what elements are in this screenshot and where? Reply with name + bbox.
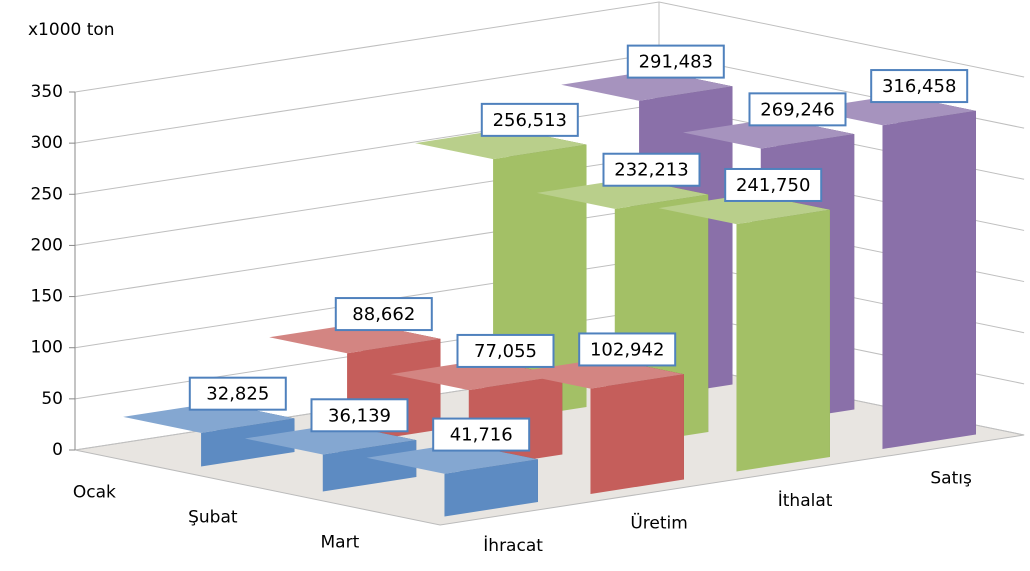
data-label-box <box>456 333 555 368</box>
data-label: 41,716 <box>450 425 513 446</box>
bar-front <box>590 374 684 494</box>
data-label-box <box>602 152 701 187</box>
bar <box>658 193 830 472</box>
data-label: 269,246 <box>760 99 834 120</box>
y-tick-label: 250 <box>31 184 63 204</box>
data-label-box <box>334 297 433 332</box>
data-label: 232,213 <box>614 160 688 181</box>
data-label-box <box>188 376 287 411</box>
bar-front <box>736 209 830 472</box>
bar-front <box>201 418 295 467</box>
x-tick-label: Satış <box>930 468 972 488</box>
x-tick-label: İhracat <box>483 535 543 556</box>
data-label-box <box>748 92 847 127</box>
y-tick-label: 200 <box>31 235 63 255</box>
y-tick-label: 100 <box>31 338 63 358</box>
y-tick-label: 300 <box>31 133 63 153</box>
data-label-box <box>310 398 409 433</box>
x-tick-label: İthalat <box>778 490 833 511</box>
bar-front <box>322 440 417 492</box>
data-label: 88,662 <box>352 304 415 325</box>
y-tick-label: 50 <box>41 389 63 409</box>
x-tick-label: Üretim <box>630 511 687 533</box>
y-tick-label: 0 <box>52 440 63 460</box>
data-label-box <box>626 44 725 79</box>
data-label-box <box>870 69 969 104</box>
depth-label: Şubat <box>188 508 238 528</box>
bar <box>512 358 684 494</box>
depth-label: Mart <box>321 533 360 553</box>
y-tick-label: 150 <box>31 287 63 307</box>
data-label: 241,750 <box>736 175 810 196</box>
data-label-box <box>480 102 579 137</box>
data-label-box <box>432 417 531 452</box>
data-label: 291,483 <box>639 52 713 73</box>
data-label: 256,513 <box>493 110 567 131</box>
data-label: 77,055 <box>474 341 537 362</box>
data-label: 102,942 <box>590 339 664 360</box>
y-tick-label: 350 <box>31 82 63 102</box>
data-label-box <box>578 332 677 367</box>
bar <box>804 94 976 449</box>
depth-label: Ocak <box>73 483 116 503</box>
axis-title: x1000 ton <box>28 20 115 40</box>
data-label-box <box>724 167 823 202</box>
data-label: 36,139 <box>328 405 391 426</box>
data-label: 316,458 <box>882 76 956 97</box>
data-label: 32,825 <box>206 384 269 405</box>
bar-front <box>444 459 538 517</box>
bar-front <box>882 110 976 449</box>
